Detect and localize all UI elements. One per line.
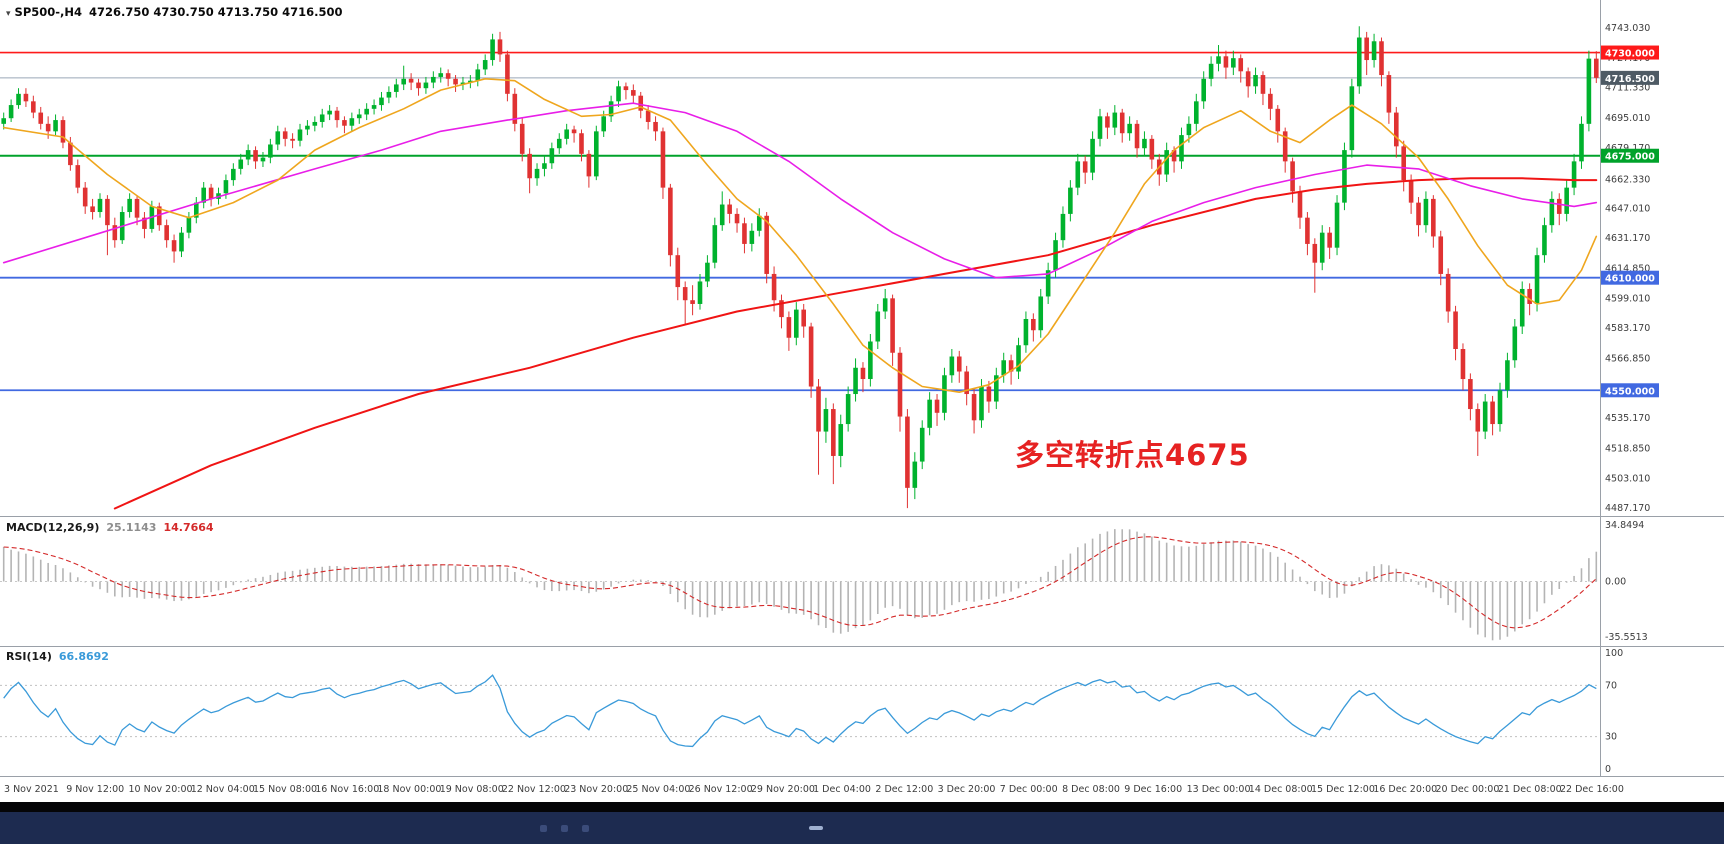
rsi-name-label: RSI(14) xyxy=(6,650,52,663)
price-axis-label: 4518.850 xyxy=(1605,444,1650,455)
date-axis-label: 7 Dec 00:00 xyxy=(1000,784,1058,795)
price-axis-label: 4695.010 xyxy=(1605,113,1650,124)
price-axis-label: 4583.170 xyxy=(1605,323,1650,334)
price-badge: 4610.000 xyxy=(1601,270,1659,285)
ohlc-values-label: 4726.750 4730.750 4713.750 4716.500 xyxy=(89,5,343,19)
price-axis-label: 4743.030 xyxy=(1605,23,1650,34)
price-badge: 4716.500 xyxy=(1601,70,1659,85)
date-axis-label: 19 Nov 08:00 xyxy=(440,784,504,795)
svg-text:4716.500: 4716.500 xyxy=(1605,74,1655,85)
date-axis-label: 23 Nov 20:00 xyxy=(564,784,628,795)
indicator-axis-label: 0 xyxy=(1605,764,1611,775)
price-badge: 4675.000 xyxy=(1601,148,1659,163)
chart-dropdown-icon[interactable]: ▾ xyxy=(6,9,11,19)
date-axis-label: 3 Dec 20:00 xyxy=(938,784,996,795)
price-axis-label: 4599.010 xyxy=(1605,293,1650,304)
bottom-strip xyxy=(0,802,1724,812)
date-axis-label: 16 Nov 16:00 xyxy=(315,784,379,795)
price-axis-label: 4647.010 xyxy=(1605,203,1650,214)
taskbar-icon[interactable] xyxy=(540,824,547,832)
taskbar[interactable] xyxy=(0,812,1724,844)
ma-red-line xyxy=(113,177,1598,510)
date-axis-label: 3 Nov 2021 xyxy=(4,784,59,795)
price-axis-label: 4711.330 xyxy=(1605,83,1650,94)
symbol-ohlc-label[interactable]: ▾ SP500-,H4 4726.750 4730.750 4713.750 471… xyxy=(6,5,343,19)
price-axis-label: 4487.170 xyxy=(1605,503,1650,514)
price-axis-label: 4662.330 xyxy=(1605,175,1650,186)
chart-canvas[interactable]: 4743.0304727.1704711.3304695.0104679.170… xyxy=(0,0,1724,802)
date-axis-label: 2 Dec 12:00 xyxy=(875,784,933,795)
date-axis-label: 15 Nov 08:00 xyxy=(253,784,317,795)
price-badge: 4550.000 xyxy=(1601,383,1659,398)
price-axis[interactable]: 4743.0304727.1704711.3304695.0104679.170… xyxy=(1601,23,1659,775)
level-lines xyxy=(0,51,1600,392)
macd-signal-value: 14.7664 xyxy=(163,521,214,534)
date-axis-label: 18 Nov 00:00 xyxy=(377,784,441,795)
indicator-axis-label: 100 xyxy=(1605,648,1623,659)
date-axis-label: 20 Dec 00:00 xyxy=(1436,784,1500,795)
date-axis-label: 15 Dec 12:00 xyxy=(1311,784,1375,795)
date-axis-label: 13 Dec 00:00 xyxy=(1187,784,1251,795)
rsi-value: 66.8692 xyxy=(58,650,109,663)
candles xyxy=(1,26,1599,509)
indicator-axis-label: 0.00 xyxy=(1605,577,1626,588)
taskbar-icon[interactable] xyxy=(582,824,589,832)
svg-text:4550.000: 4550.000 xyxy=(1605,386,1655,397)
macd-histogram xyxy=(2,529,1598,641)
taskbar-icon[interactable] xyxy=(809,826,823,830)
rsi-indicator-label: RSI(14) 66.8692 xyxy=(6,650,109,663)
chart-annotation-text[interactable]: 多空转折点4675 xyxy=(1015,438,1250,472)
macd-name-label: MACD(12,26,9) xyxy=(6,521,100,534)
date-axis-label: 9 Nov 12:00 xyxy=(66,784,124,795)
price-axis-label: 4535.170 xyxy=(1605,413,1650,424)
price-axis-label: 4614.850 xyxy=(1605,264,1650,275)
date-axis-label: 29 Nov 20:00 xyxy=(751,784,815,795)
price-badge: 4730.000 xyxy=(1601,45,1659,60)
indicator-axis-label: 70 xyxy=(1605,680,1617,691)
price-axis-label: 4631.170 xyxy=(1605,233,1650,244)
indicator-axis-label: 30 xyxy=(1605,732,1617,743)
indicator-axis-label: -35.5513 xyxy=(1605,632,1648,643)
rsi-line xyxy=(3,674,1597,748)
svg-text:4675.000: 4675.000 xyxy=(1605,152,1655,163)
price-axis-label: 4503.010 xyxy=(1605,473,1650,484)
date-axis-label: 12 Nov 04:00 xyxy=(191,784,255,795)
ma-magenta-line xyxy=(2,102,1598,279)
date-axis-label: 25 Nov 04:00 xyxy=(626,784,690,795)
date-axis-label: 1 Dec 04:00 xyxy=(813,784,871,795)
date-axis-label: 22 Dec 16:00 xyxy=(1560,784,1624,795)
symbol-timeframe-label: SP500-,H4 xyxy=(14,5,83,19)
macd-signal-line xyxy=(3,536,1597,629)
date-axis-label: 14 Dec 08:00 xyxy=(1249,784,1313,795)
svg-text:4610.000: 4610.000 xyxy=(1605,274,1655,285)
date-axis-label: 9 Dec 16:00 xyxy=(1124,784,1182,795)
ma-orange-line xyxy=(2,78,1598,393)
macd-indicator-label: MACD(12,26,9) 25.1143 14.7664 xyxy=(6,521,214,534)
date-axis-label: 26 Nov 12:00 xyxy=(689,784,753,795)
price-axis-label: 4679.170 xyxy=(1605,143,1650,154)
date-axis-label: 16 Dec 20:00 xyxy=(1373,784,1437,795)
indicator-axis-label: 34.8494 xyxy=(1605,520,1644,531)
svg-text:4730.000: 4730.000 xyxy=(1605,49,1655,60)
date-axis-label: 21 Dec 08:00 xyxy=(1498,784,1562,795)
price-axis-label: 4566.850 xyxy=(1605,354,1650,365)
date-axis-label: 8 Dec 08:00 xyxy=(1062,784,1120,795)
date-axis-label: 10 Nov 20:00 xyxy=(129,784,193,795)
date-axis-label: 22 Nov 12:00 xyxy=(502,784,566,795)
macd-main-value: 25.1143 xyxy=(106,521,157,534)
taskbar-icon[interactable] xyxy=(561,824,568,832)
